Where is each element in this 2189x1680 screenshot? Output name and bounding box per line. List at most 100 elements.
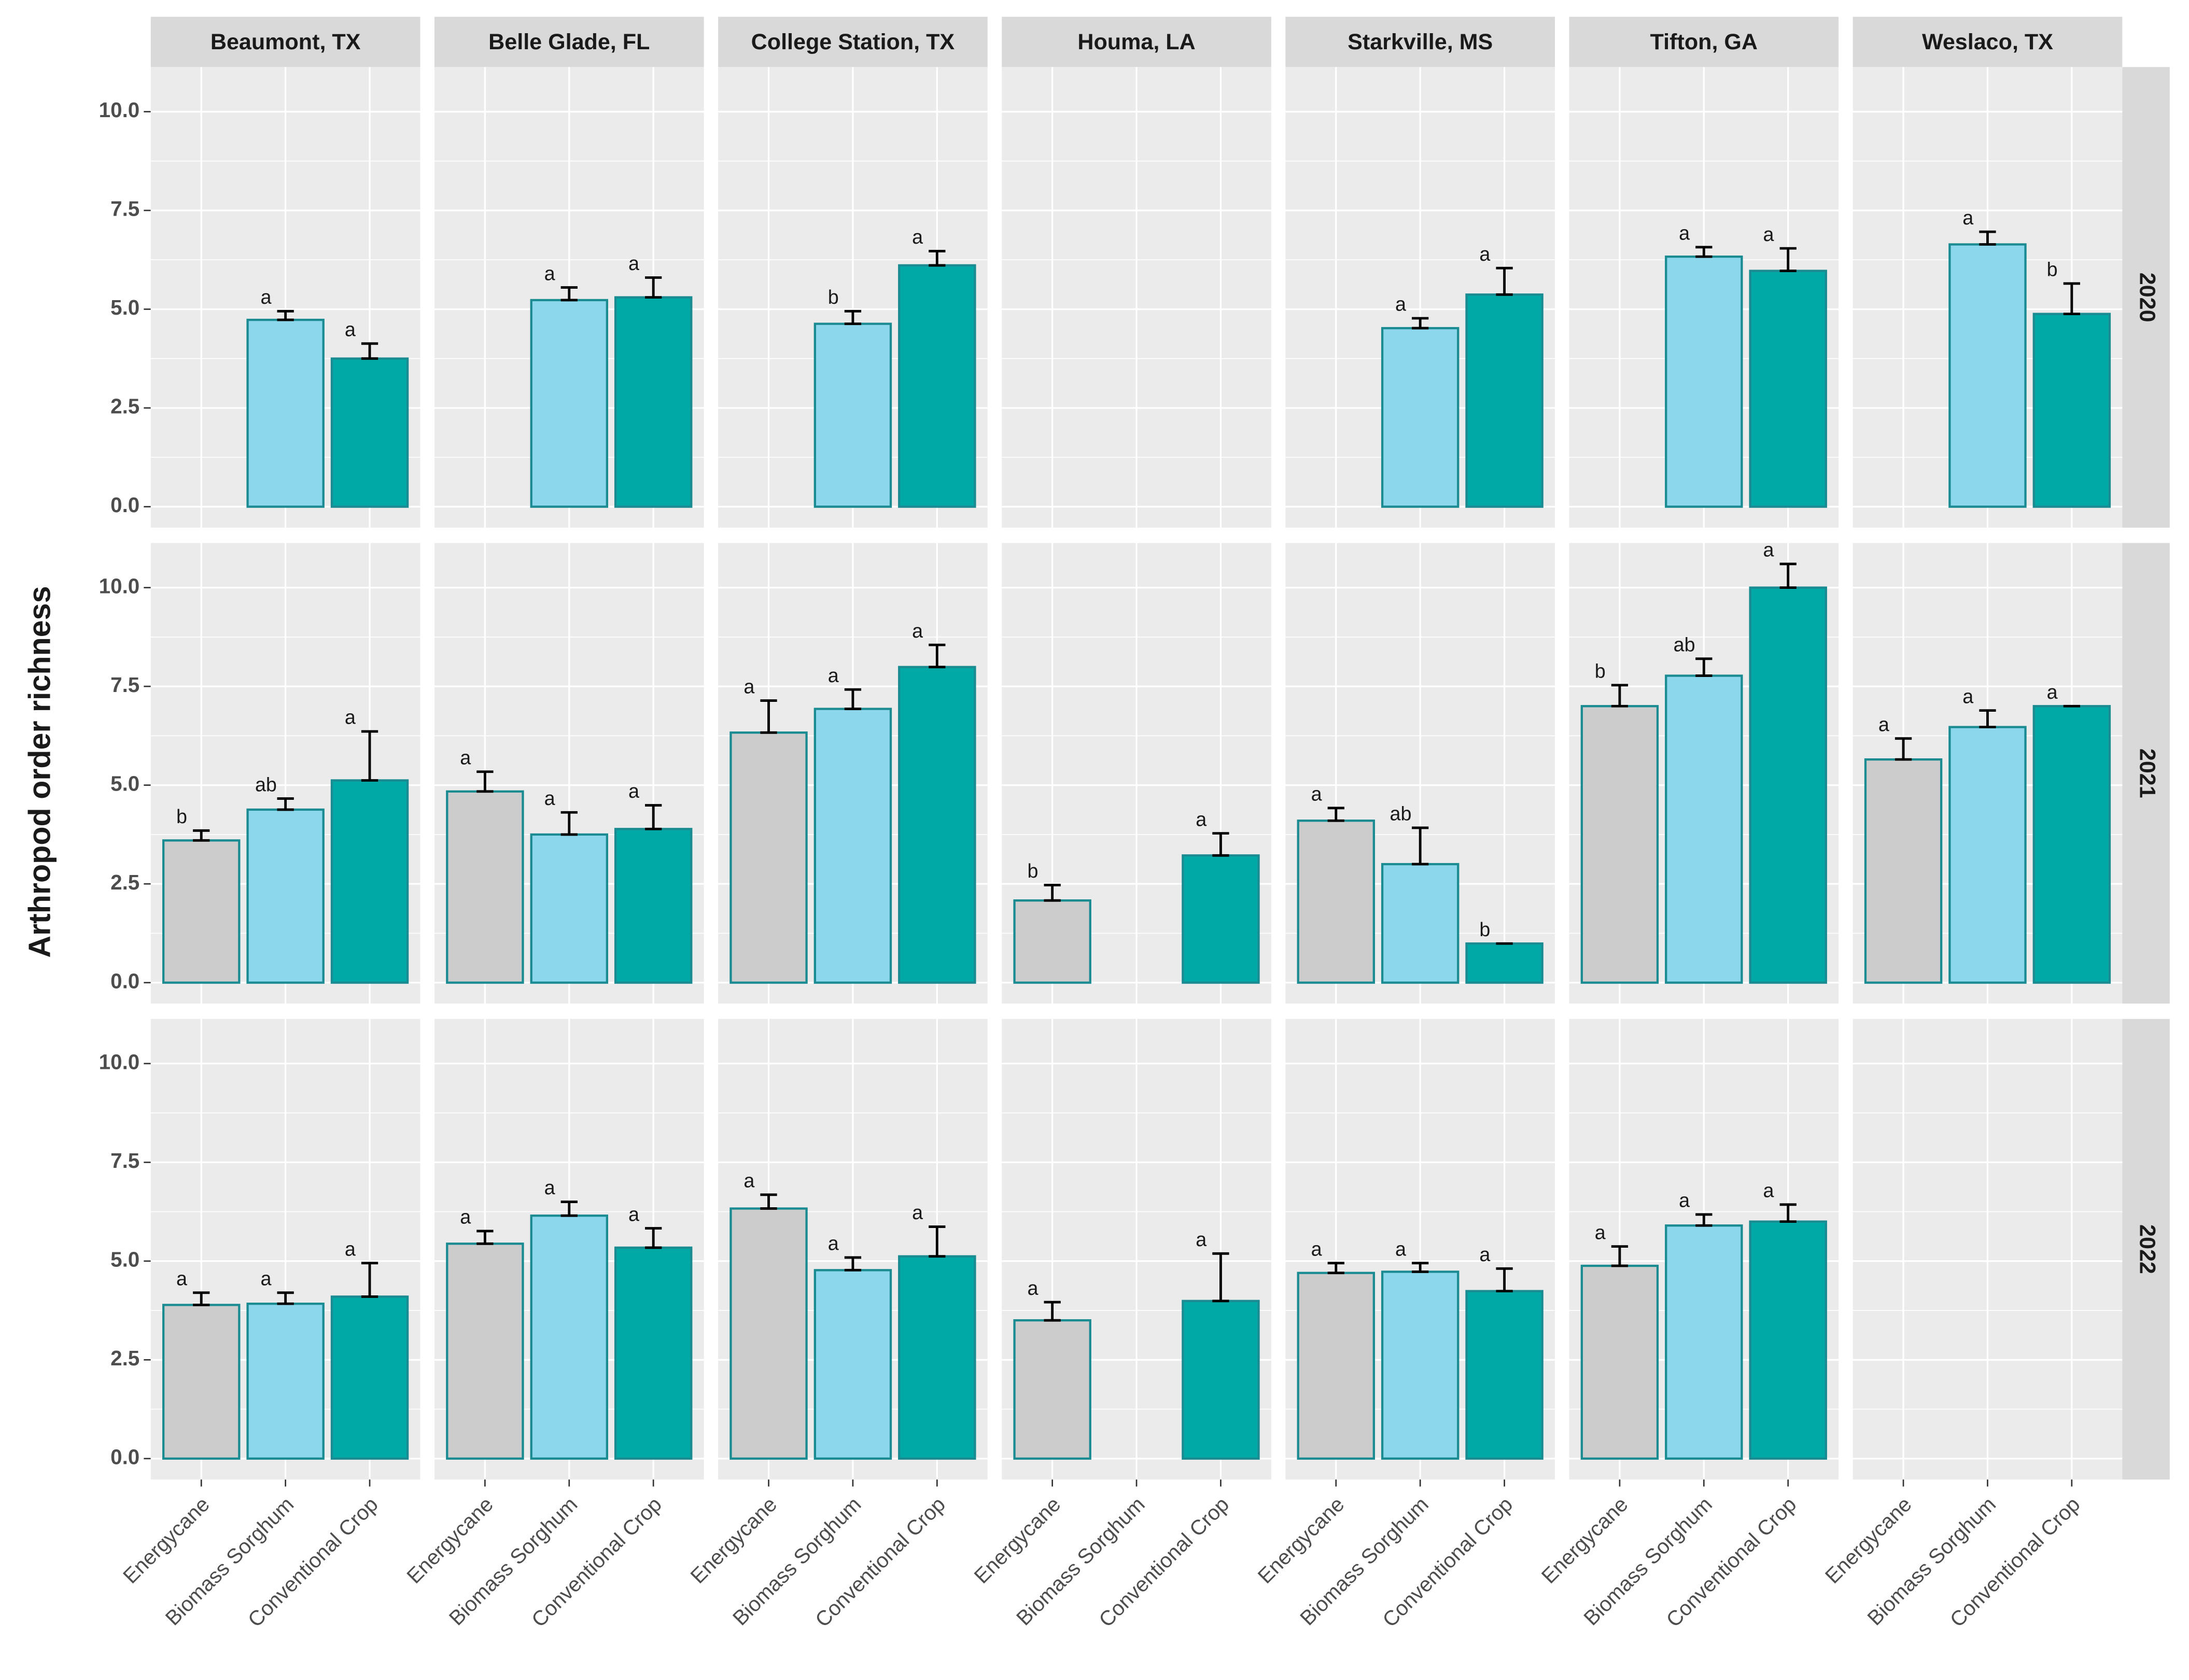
bar: [330, 779, 409, 984]
bar: [1013, 1319, 1091, 1460]
bar: [530, 833, 609, 984]
error-bar: [844, 1256, 862, 1272]
column-strip: [1853, 17, 2123, 67]
error-bar: [193, 1291, 210, 1306]
bar: [1381, 327, 1460, 508]
y-tick-label: 10.0: [99, 1050, 140, 1074]
y-tick-label: 5.0: [110, 771, 139, 795]
bar: [1580, 705, 1659, 984]
significance-letter: a: [1679, 1190, 1690, 1211]
error-bar: [1779, 562, 1797, 589]
column-strip-label: Beaumont, TX: [211, 30, 361, 54]
column-strip-label: Starkville, MS: [1348, 30, 1493, 54]
bar: [614, 1246, 693, 1460]
error-bar: [1212, 1252, 1229, 1303]
significance-letter: ab: [1674, 634, 1695, 656]
significance-letter: a: [1311, 783, 1322, 805]
error-bar: [1412, 826, 1429, 866]
column-strip-label: Houma, LA: [1077, 30, 1195, 54]
bar: [162, 839, 241, 984]
significance-letter: a: [828, 665, 839, 686]
bar: [1864, 758, 1943, 984]
column-strip: [1285, 17, 1555, 67]
column-strip: [434, 17, 704, 67]
y-tick-label: 5.0: [110, 1248, 139, 1272]
significance-letter: a: [1479, 1244, 1490, 1265]
bar: [1182, 854, 1260, 984]
bar: [446, 790, 524, 984]
significance-letter: a: [1196, 1229, 1206, 1250]
bar: [330, 1295, 409, 1460]
bar: [162, 1304, 241, 1460]
error-bar: [1979, 709, 1996, 729]
bar: [898, 666, 976, 984]
column-strip-label: Tifton, GA: [1650, 30, 1758, 54]
y-tick-label: 10.0: [99, 98, 140, 122]
significance-letter: a: [1679, 222, 1690, 244]
error-bar: [1044, 884, 1061, 902]
column-strip: [1569, 17, 1839, 67]
y-tick-label: 0.0: [110, 493, 139, 517]
bar: [1465, 1290, 1543, 1460]
significance-letter: a: [1962, 207, 1973, 229]
y-tick-label: 0.0: [110, 1445, 139, 1469]
column-strip-label: Belle Glade, FL: [488, 30, 650, 54]
y-tick-label: 2.5: [110, 870, 139, 894]
error-bar: [1496, 266, 1513, 296]
y-tick-label: 5.0: [110, 295, 139, 319]
bar: [1297, 820, 1376, 984]
significance-letter: a: [544, 787, 555, 809]
error-bar: [1695, 1213, 1713, 1227]
significance-letter: a: [912, 620, 923, 642]
error-bar: [645, 1227, 662, 1249]
significance-letter: b: [1595, 660, 1606, 682]
bar: [1749, 586, 1827, 984]
bar: [898, 264, 976, 508]
error-bar: [1412, 317, 1429, 330]
error-bar: [844, 309, 862, 326]
error-bar: [760, 1193, 777, 1210]
significance-letter: a: [828, 1233, 839, 1254]
bar: [813, 708, 892, 984]
y-tick-label: 7.5: [110, 1149, 139, 1173]
error-bar: [1695, 246, 1713, 258]
error-bar: [560, 811, 578, 836]
bar: [1948, 243, 2027, 508]
row-strip-label: 2021: [2135, 749, 2160, 798]
y-tick-label: 2.5: [110, 1346, 139, 1370]
significance-letter: b: [828, 286, 839, 308]
significance-letter: a: [1395, 293, 1406, 315]
error-bar: [560, 1201, 578, 1217]
significance-letter: a: [1763, 1180, 1774, 1202]
significance-letter: a: [1595, 1221, 1606, 1243]
error-bar: [1895, 737, 1912, 761]
bar: [1580, 1264, 1659, 1460]
error-bar: [277, 309, 294, 321]
error-bar: [476, 770, 494, 793]
error-bar: [760, 699, 777, 734]
error-bar: [277, 797, 294, 811]
significance-letter: b: [176, 806, 187, 827]
y-axis-title: Arthropod order richness: [22, 586, 57, 957]
bar: [530, 1215, 609, 1460]
significance-letter: a: [1311, 1238, 1322, 1260]
significance-letter: a: [2047, 681, 2058, 703]
error-bar: [1779, 1203, 1797, 1223]
significance-letter: a: [544, 1177, 555, 1198]
significance-letter: a: [1763, 539, 1774, 561]
error-bar: [1327, 807, 1344, 822]
significance-letter: a: [743, 1170, 754, 1192]
significance-letter: a: [260, 1268, 271, 1290]
error-bar: [560, 286, 578, 302]
error-bar: [277, 1291, 294, 1305]
bar: [2032, 313, 2111, 508]
significance-letter: a: [912, 1202, 923, 1223]
error-bar: [1412, 1262, 1429, 1273]
significance-letter: ab: [1390, 803, 1412, 825]
error-bar: [476, 1230, 494, 1245]
column-strip: [150, 17, 420, 67]
column-strip-label: Weslaco, TX: [1922, 30, 2053, 54]
bar: [813, 1269, 892, 1460]
error-bar: [2063, 282, 2081, 316]
significance-letter: a: [1962, 685, 1973, 707]
